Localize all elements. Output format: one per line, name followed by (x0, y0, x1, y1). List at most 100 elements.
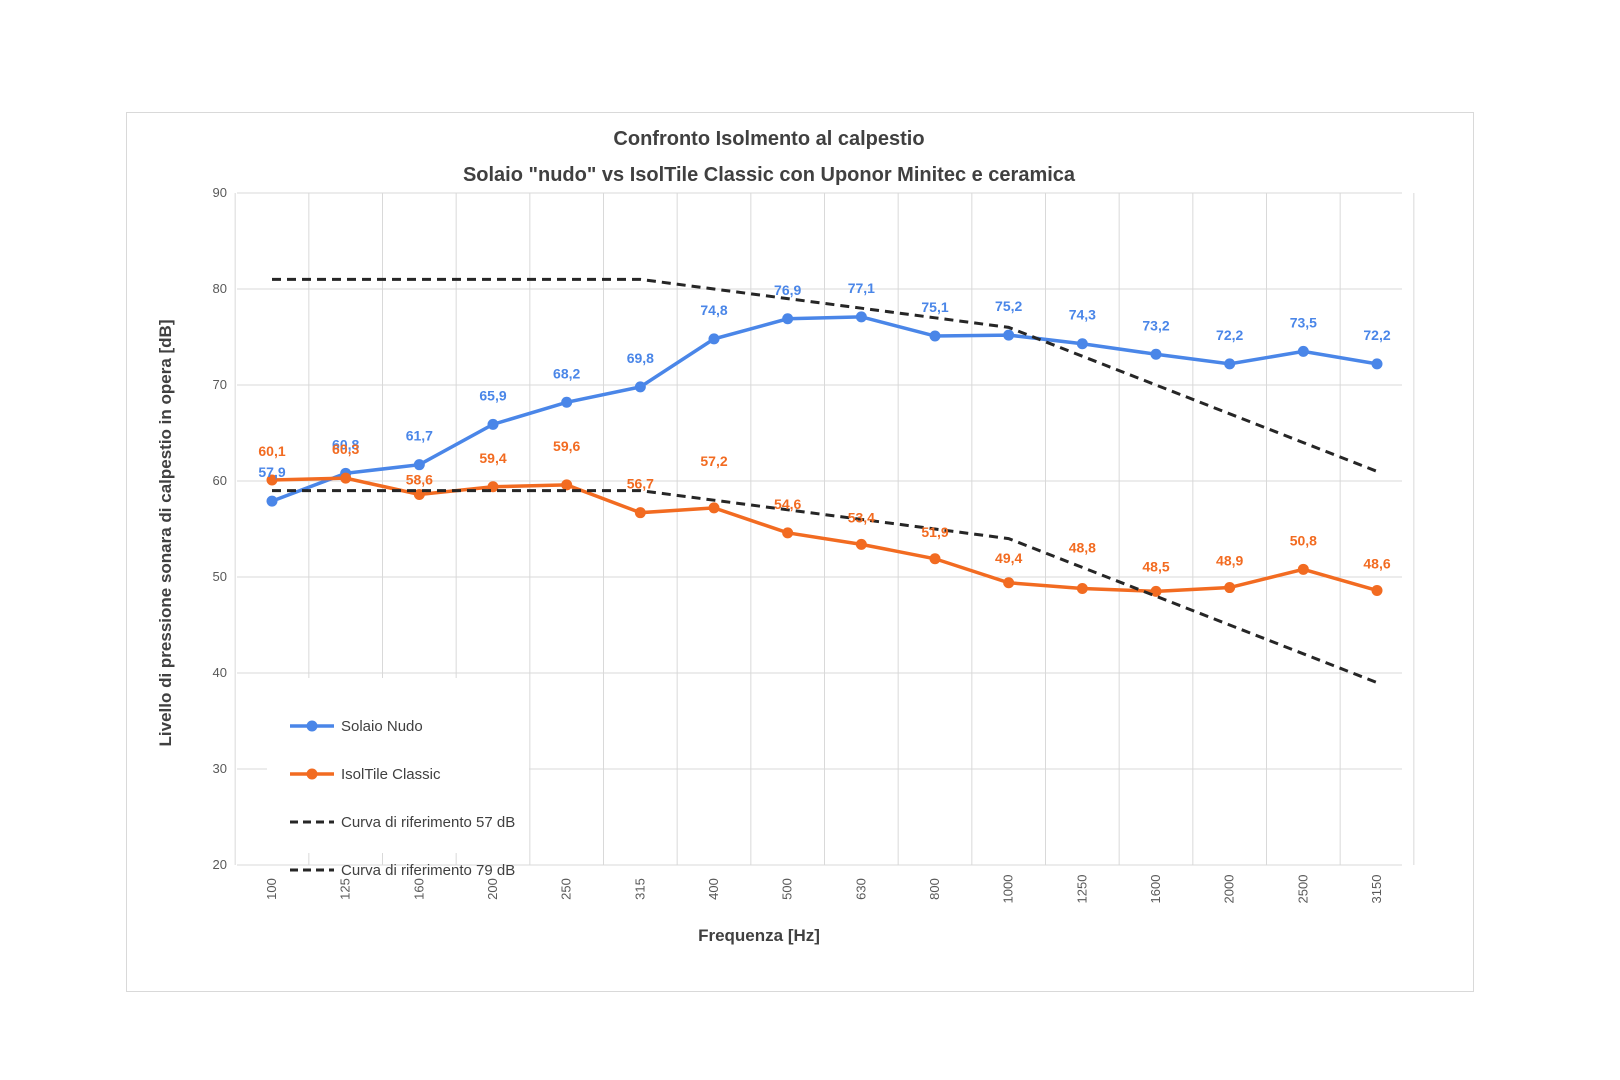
data-label: 54,6 (774, 496, 801, 512)
chart-subtitle: Solaio "nudo" vs IsolTile Classic con Up… (463, 164, 1076, 186)
data-point (413, 459, 425, 471)
data-point (855, 538, 867, 550)
data-label: 60,1 (258, 443, 285, 459)
x-tick-label: 3150 (1369, 875, 1384, 904)
data-point (1224, 582, 1236, 594)
data-point (561, 396, 573, 408)
y-axis-label: Livello di pressione sonara di calpestio… (156, 320, 175, 747)
x-tick-label: 125 (338, 878, 353, 900)
legend-marker (306, 720, 318, 732)
data-label: 68,2 (553, 365, 580, 381)
legend-label: IsolTile Classic (341, 766, 441, 783)
y-tick-label: 90 (213, 185, 227, 200)
x-axis-ticks: 100 125 160 200 250 315 400 500 630 800 1000 1250 16… (264, 875, 1384, 904)
data-label: 73,2 (1142, 317, 1169, 333)
legend: Solaio Nudo IsolTile Classic Curva di rife… (267, 678, 529, 879)
x-tick-label: 2000 (1222, 875, 1237, 904)
data-label: 51,9 (921, 524, 948, 540)
data-label: 57,9 (258, 464, 285, 480)
data-label: 49,4 (995, 550, 1022, 566)
data-label: 73,5 (1290, 314, 1317, 330)
x-tick-label: 2500 (1295, 875, 1310, 904)
data-label: 75,1 (921, 299, 948, 315)
data-label: 74,3 (1069, 307, 1096, 323)
data-label: 77,1 (848, 280, 875, 296)
y-tick-label: 50 (213, 569, 227, 584)
x-tick-label: 400 (706, 878, 721, 900)
data-label: 72,2 (1363, 327, 1390, 343)
data-label: 48,5 (1142, 558, 1169, 574)
data-point (266, 474, 278, 486)
data-label: 75,2 (995, 298, 1022, 314)
data-point (1371, 584, 1383, 596)
data-label: 57,2 (700, 453, 727, 469)
data-point (929, 330, 941, 342)
data-point (1150, 348, 1162, 360)
grid (234, 192, 1415, 866)
x-tick-label: 1250 (1074, 875, 1089, 904)
x-tick-label: 315 (632, 878, 647, 900)
data-label: 48,8 (1069, 540, 1096, 556)
data-point (1003, 329, 1015, 341)
data-point (266, 495, 278, 507)
data-point (929, 553, 941, 565)
y-tick-label: 60 (213, 473, 227, 488)
data-point (487, 418, 499, 430)
series-line-0 (271, 315, 1378, 503)
data-point (340, 472, 352, 484)
x-tick-label: 1000 (1001, 875, 1016, 904)
data-label: 58,6 (406, 471, 433, 487)
series-layer (266, 277, 1383, 684)
x-tick-label: 100 (264, 878, 279, 900)
data-label: 56,7 (627, 476, 654, 492)
y-tick-label: 30 (213, 761, 227, 776)
x-axis-label: Frequenza [Hz] (698, 926, 820, 945)
data-label: 50,8 (1290, 532, 1317, 548)
legend-label: Curva di riferimento 79 dB (341, 862, 515, 879)
data-point (855, 311, 867, 323)
y-tick-label: 80 (213, 281, 227, 296)
series-line-3 (272, 277, 1378, 473)
data-label: 69,8 (627, 350, 654, 366)
data-label: 60,3 (332, 441, 359, 457)
y-tick-label: 40 (213, 665, 227, 680)
data-point (634, 381, 646, 393)
x-tick-label: 160 (411, 878, 426, 900)
data-label: 53,4 (848, 509, 875, 525)
data-point (1224, 358, 1236, 370)
data-label: 65,9 (479, 387, 506, 403)
chart-frame: Confronto Isolmento al calpestio Solaio … (126, 112, 1474, 992)
data-point (708, 502, 720, 514)
data-point (708, 333, 720, 345)
legend-marker (306, 768, 318, 780)
data-point (1076, 583, 1088, 595)
x-tick-label: 500 (780, 878, 795, 900)
data-label: 48,9 (1216, 553, 1243, 569)
data-label: 60,8 (332, 436, 359, 452)
chart-title: Confronto Isolmento al calpestio (613, 128, 924, 150)
data-label: 74,8 (700, 302, 727, 318)
series-line-2 (272, 489, 1378, 684)
legend-label: Solaio Nudo (341, 718, 423, 735)
data-label: 59,4 (479, 450, 506, 466)
data-point (1371, 358, 1383, 370)
data-point (1003, 577, 1015, 589)
y-tick-label: 70 (213, 377, 227, 392)
data-point (561, 479, 573, 491)
x-tick-label: 800 (927, 878, 942, 900)
legend-background (267, 678, 529, 853)
x-tick-label: 1600 (1148, 875, 1163, 904)
data-point (782, 527, 794, 539)
legend-label: Curva di riferimento 57 dB (341, 814, 515, 831)
data-point (1076, 338, 1088, 350)
y-axis-ticks: 20 30 40 50 60 70 80 90 (213, 185, 227, 872)
data-point (634, 507, 646, 519)
data-point (1297, 345, 1309, 357)
x-tick-label: 200 (485, 878, 500, 900)
data-labels: 57,9 60,8 61,7 65,9 68,2 69,8 74,8 76,9 77,1 75,1… (258, 280, 1390, 575)
y-tick-label: 20 (213, 857, 227, 872)
data-label: 59,6 (553, 438, 580, 454)
chart: Confronto Isolmento al calpestio Solaio … (156, 128, 1415, 945)
data-point (1297, 563, 1309, 575)
data-label: 48,6 (1363, 555, 1390, 571)
